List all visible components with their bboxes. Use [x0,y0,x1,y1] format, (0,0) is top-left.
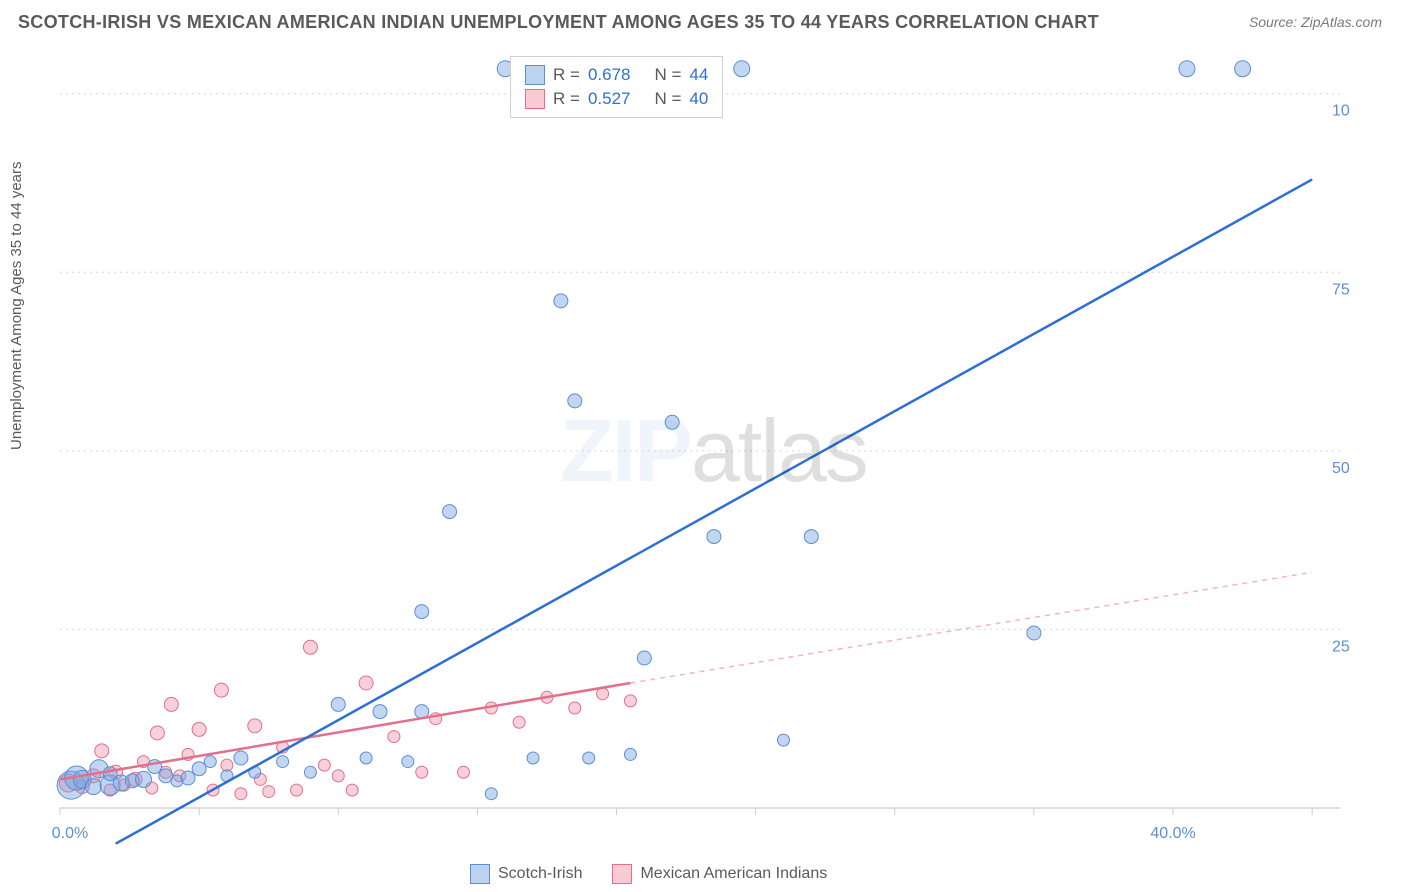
svg-text:0.0%: 0.0% [52,825,88,842]
svg-text:75.0%: 75.0% [1332,281,1350,298]
legend-swatch [470,864,490,884]
legend-swatch [612,864,632,884]
legend-swatch [525,65,545,85]
legend-r-value: 0.678 [588,65,631,85]
source-label: Source: ZipAtlas.com [1249,14,1382,30]
legend-r-label: R = [553,65,580,85]
svg-text:50.0%: 50.0% [1332,460,1350,477]
svg-text:40.0%: 40.0% [1150,825,1195,842]
legend-n-label: N = [654,65,681,85]
legend-swatch [525,89,545,109]
y-axis-label: Unemployment Among Ages 35 to 44 years [8,161,25,450]
series-legend: Scotch-Irish Mexican American Indians [470,864,827,884]
legend-r-value: 0.527 [588,89,631,109]
correlation-legend: R = 0.678 N = 44 R = 0.527 N = 40 [510,56,723,118]
svg-text:100.0%: 100.0% [1332,103,1350,120]
legend-n-label: N = [654,89,681,109]
chart-title: SCOTCH-IRISH VS MEXICAN AMERICAN INDIAN … [18,12,1099,33]
scatter-chart: 25.0% 50.0% 75.0% 100.0% 0.0% 40.0% [50,48,1350,848]
legend-r-label: R = [553,89,580,109]
legend-series-label: Mexican American Indians [640,865,827,883]
legend-series-label: Scotch-Irish [498,865,582,883]
svg-text:25.0%: 25.0% [1332,638,1350,655]
legend-n-value: 44 [689,65,708,85]
legend-n-value: 40 [689,89,708,109]
